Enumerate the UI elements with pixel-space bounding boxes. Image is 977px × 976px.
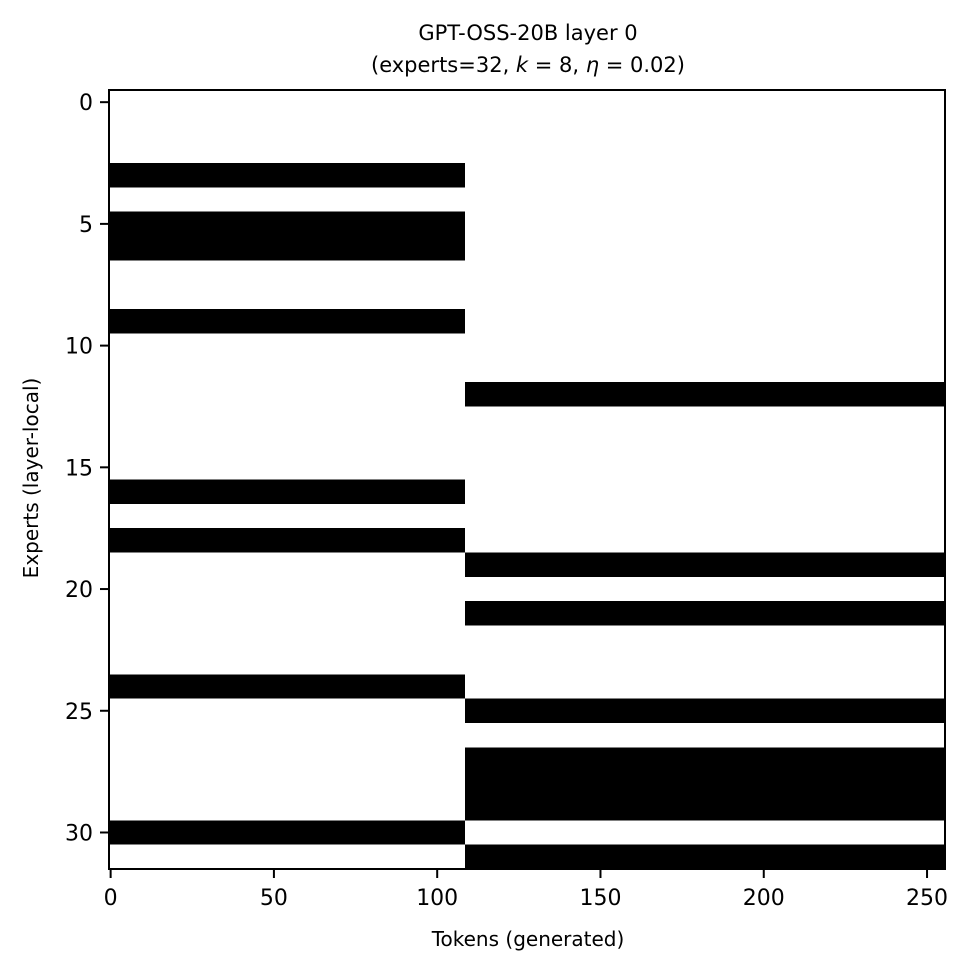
x-axis-ticks: 0 50 100 150 200 250 (104, 869, 948, 911)
x-tick-label: 200 (743, 886, 785, 911)
plot-frame (108, 89, 946, 870)
y-tick-label: 0 (79, 91, 93, 116)
title-eta-symbol: η (586, 53, 599, 77)
plot-area (108, 89, 946, 870)
heatmap-cell-expert-27 (464, 747, 945, 772)
heatmap-cell-expert-29 (464, 795, 945, 821)
title-k-symbol: k (516, 53, 529, 77)
heatmap-cell-expert-30 (109, 820, 465, 845)
y-axis-ticks: 0 5 10 15 20 25 30 (65, 91, 109, 846)
heatmap-cell-expert-16 (109, 479, 465, 504)
x-tick-label: 250 (906, 886, 948, 911)
heatmap-cell-expert-21 (464, 601, 945, 626)
x-tick-label: 0 (104, 886, 118, 911)
heatmap-cell-expert-28 (464, 771, 945, 796)
heatmap-cell-expert-24 (109, 674, 465, 699)
x-tick-label: 150 (579, 886, 621, 911)
heatmap-cell-expert-25 (464, 698, 945, 723)
x-axis-label: Tokens (generated) (431, 927, 625, 951)
y-axis-label: Experts (layer-local) (19, 378, 43, 579)
title-k-value: = 8, (528, 53, 586, 77)
heatmap-cell-expert-19 (464, 552, 945, 577)
y-tick-label: 10 (65, 335, 93, 360)
x-tick-label: 100 (416, 886, 458, 911)
title-prefix: (experts=32, (371, 53, 516, 77)
y-tick-label: 15 (65, 456, 93, 481)
heatmap-cell-expert-18 (109, 528, 465, 553)
y-tick-label: 20 (65, 578, 93, 603)
heatmap-cell-expert-31 (464, 844, 945, 869)
heatmap-cell-expert-6 (109, 236, 465, 261)
chart-title-line1: GPT-OSS-20B layer 0 (418, 21, 637, 45)
heatmap-cell-expert-9 (109, 309, 465, 334)
heatmap-cell-expert-5 (109, 211, 465, 237)
x-tick-label: 50 (260, 886, 288, 911)
y-tick-label: 25 (65, 700, 93, 725)
y-tick-label: 30 (65, 821, 93, 846)
chart-title-line2: (experts=32, k = 8, η = 0.02) (371, 53, 685, 77)
title-eta-value: = 0.02) (599, 53, 685, 77)
y-tick-label: 5 (79, 213, 93, 238)
heatmap-cell-expert-3 (109, 163, 465, 188)
heatmap-cell-expert-12 (464, 382, 945, 407)
